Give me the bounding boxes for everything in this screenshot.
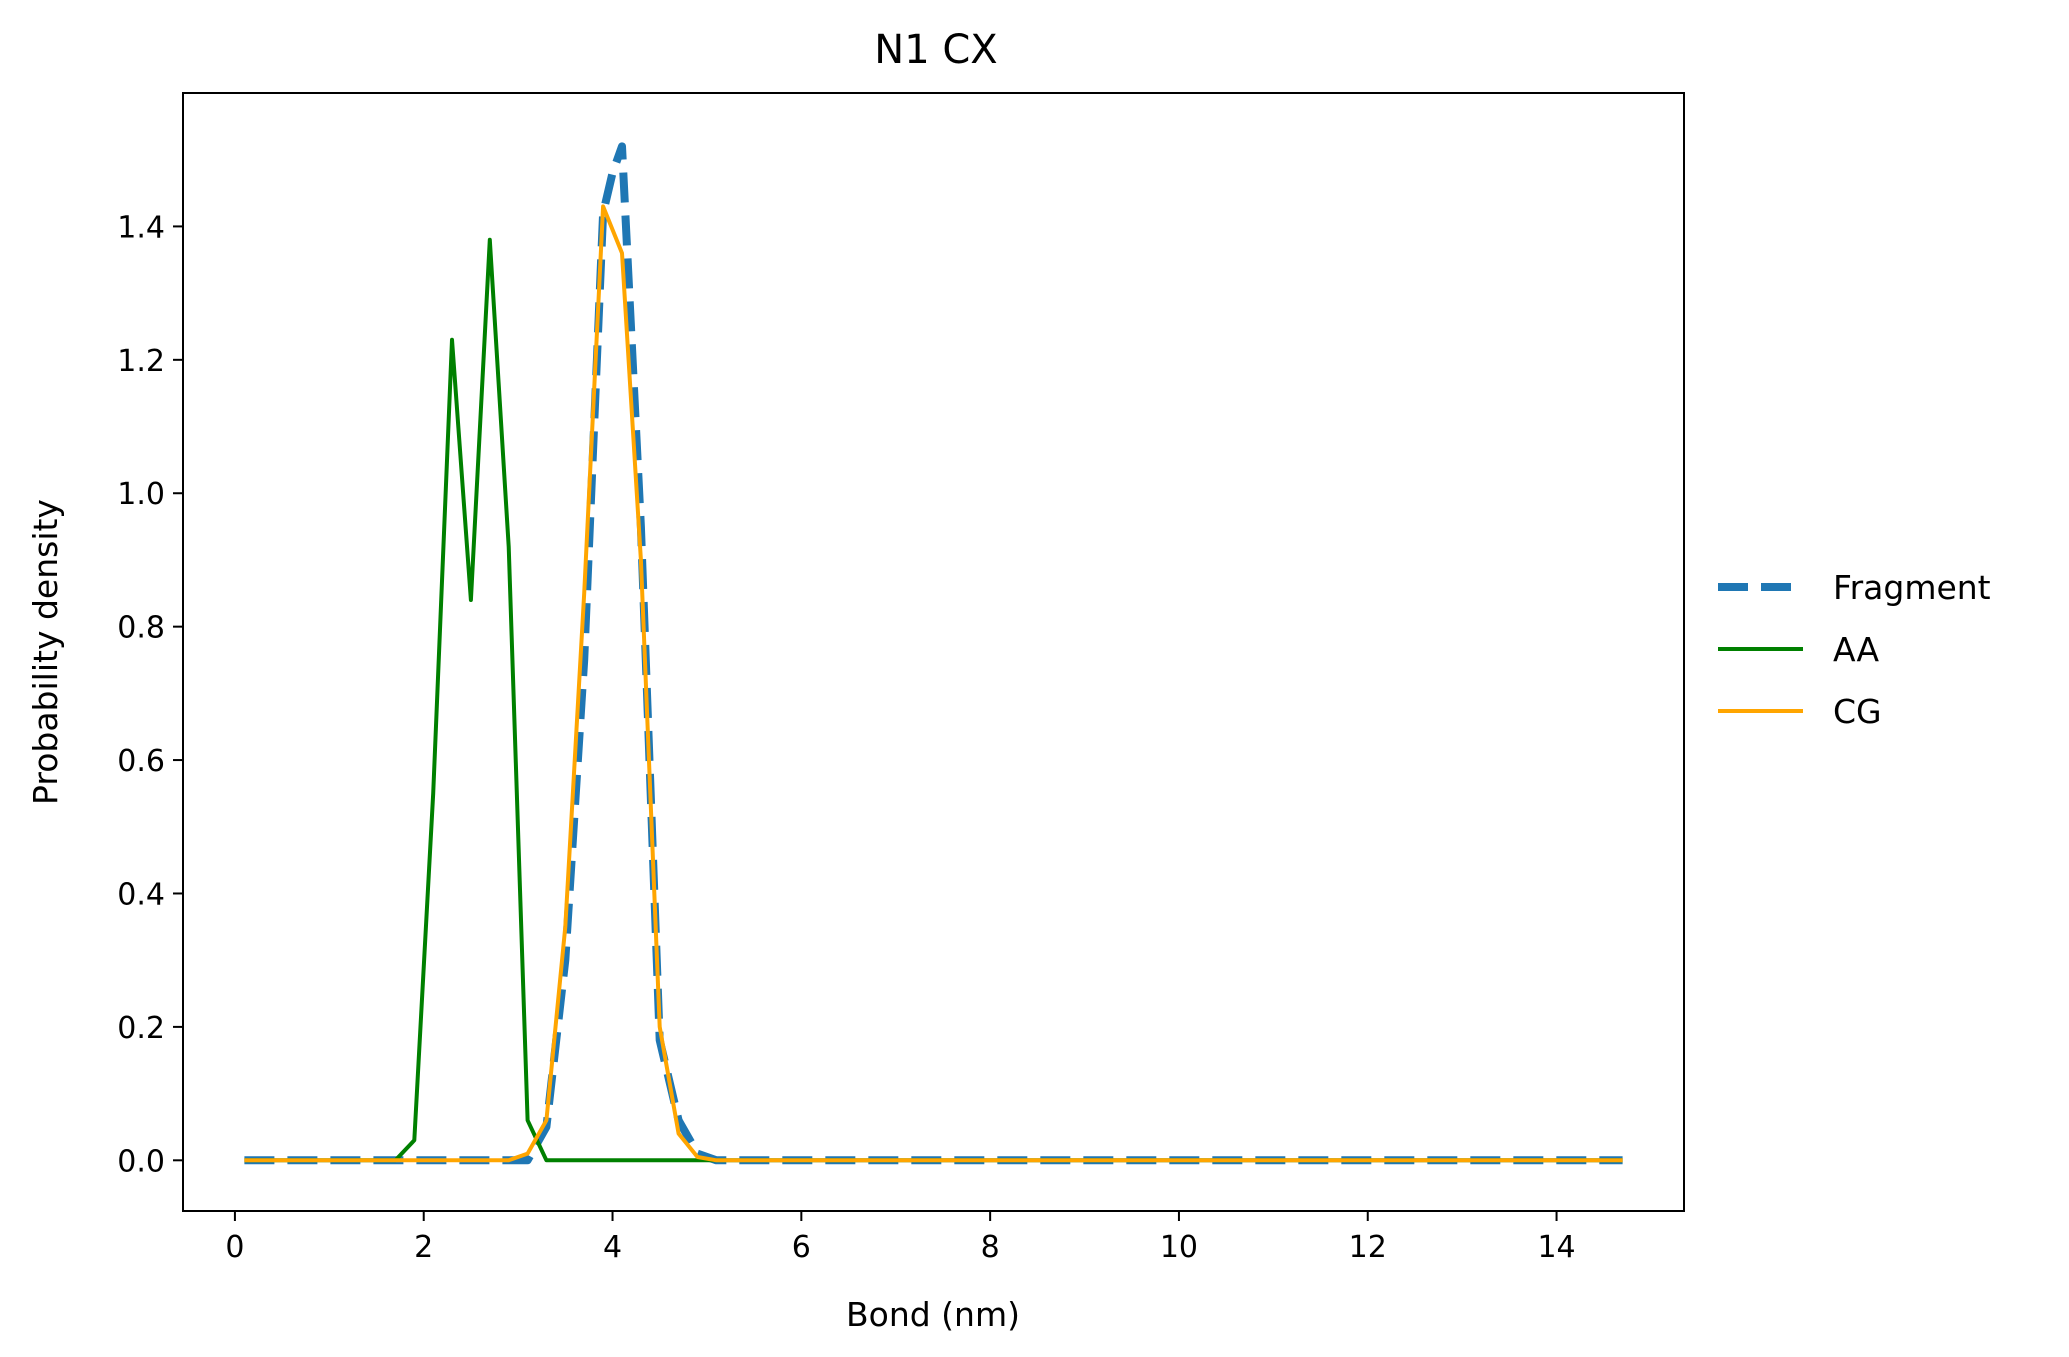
legend-label-cg: CG [1833,692,1882,731]
y-axis-label: Probability density [26,499,65,805]
legend-label-fragment: Fragment [1833,568,1991,607]
legend-label-aa: AA [1833,630,1879,669]
x-axis: 0 2 4 6 8 10 12 14 [225,1211,1576,1265]
x-tick-label: 4 [603,1230,622,1265]
x-tick-label: 10 [1160,1230,1198,1265]
y-tick-label: 1.2 [117,344,165,379]
x-tick-label: 0 [225,1230,244,1265]
y-tick-label: 0.2 [117,1011,165,1046]
legend: Fragment AA CG [1718,568,1991,731]
x-tick-label: 6 [792,1230,811,1265]
x-tick-label: 14 [1537,1230,1575,1265]
chart-title: N1 CX [874,27,997,73]
y-tick-label: 0.0 [117,1144,165,1179]
x-tick-label: 12 [1349,1230,1387,1265]
y-tick-label: 0.8 [117,611,165,646]
x-tick-label: 8 [981,1230,1000,1265]
plot-frame [182,92,1685,1212]
y-tick-label: 0.4 [117,877,165,912]
y-tick-label: 1.4 [117,210,165,245]
y-tick-label: 0.6 [117,744,165,779]
x-tick-label: 2 [414,1230,433,1265]
series-line-aa [244,237,1623,1163]
x-axis-label: Bond (nm) [846,1295,1020,1334]
y-tick-label: 1.0 [117,477,165,512]
series-layer [244,142,1623,1165]
series-line-cg [244,204,1623,1163]
y-axis: 0.0 0.2 0.4 0.6 0.8 1.0 1.2 1.4 [117,210,183,1179]
